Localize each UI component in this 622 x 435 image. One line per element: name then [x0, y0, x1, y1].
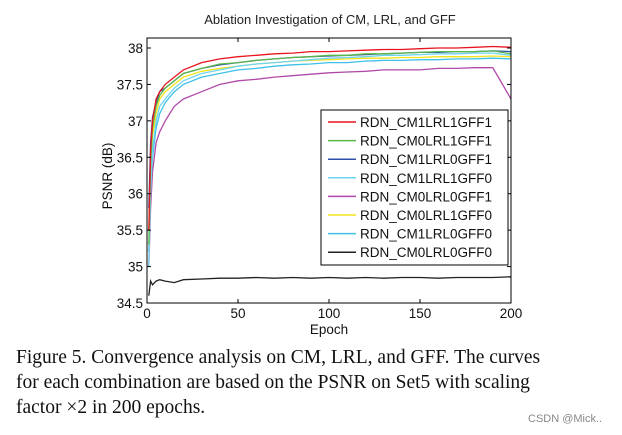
series-line-rdn_cm1lrl0gff0: [148, 57, 512, 253]
y-tick-label: 36: [128, 187, 143, 202]
psnr-convergence-chart: Ablation Investigation of CM, LRL, and G…: [100, 12, 523, 337]
y-tick-label: 37.5: [117, 77, 143, 92]
caption-line: factor ×2 in 200 epochs.: [16, 397, 206, 418]
plot-area: 34.5 35 35.5 36 36.5 37 37.5 38 0 50 100 150 200 RDN_…: [117, 37, 523, 321]
y-tick-label: 35: [128, 260, 143, 275]
legend-entry: RDN_CM1LRL0GFF0: [360, 227, 492, 242]
watermark: CSDN @Mick..: [528, 413, 603, 425]
series-line-rdn_cm1lrl1gff1: [148, 45, 512, 231]
legend-entry: RDN_CM0LRL1GFF0: [360, 208, 492, 223]
caption-line: Figure 5. Convergence analysis on CM, LR…: [16, 347, 541, 368]
series-line-rdn_cm0lrl0gff1: [148, 67, 512, 267]
legend-entry: RDN_CM1LRL1GFF0: [360, 171, 492, 186]
legend-entry: RDN_CM1LRL0GFF1: [360, 152, 492, 167]
x-tick-label: 0: [143, 306, 151, 321]
y-axis-label: PSNR (dB): [100, 143, 115, 210]
y-tick-label: 38: [128, 41, 143, 56]
series-line-rdn_cm1lrl1gff0: [148, 52, 512, 267]
y-tick-label: 37: [128, 114, 143, 129]
legend-box: [320, 109, 509, 266]
x-tick-label: 200: [500, 306, 523, 321]
series-line-rdn_cm0lrl1gff1: [148, 50, 512, 245]
x-tick-label: 150: [409, 306, 432, 321]
legend-entry: RDN_CM1LRL1GFF1: [360, 115, 492, 130]
legend-entry: RDN_CM0LRL0GFF0: [360, 245, 492, 260]
y-tick-label: 36.5: [117, 150, 143, 165]
x-tick-label: 50: [230, 306, 245, 321]
chart-title: Ablation Investigation of CM, LRL, and G…: [204, 12, 456, 27]
legend-entry: RDN_CM0LRL0GFF1: [360, 189, 492, 204]
caption-line: for each combination are based on the PS…: [16, 372, 530, 393]
series-line-rdn_cm0lrl0gff0: [148, 276, 512, 296]
x-tick-label: 100: [318, 306, 341, 321]
legend-entry: RDN_CM0LRL1GFF1: [360, 134, 492, 149]
y-tick-label: 34.5: [117, 296, 143, 311]
figure-caption: Figure 5. Convergence analysis on CM, LR…: [16, 345, 616, 420]
x-axis-label: Epoch: [310, 322, 348, 337]
y-tick-label: 35.5: [117, 223, 143, 238]
